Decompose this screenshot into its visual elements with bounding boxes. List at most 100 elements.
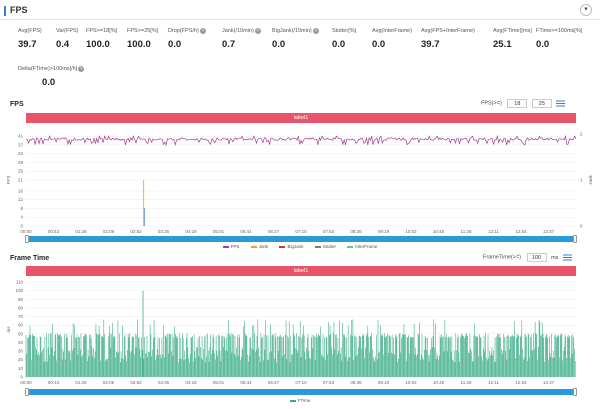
metric-label: Avg(FPS) — [18, 28, 42, 34]
x-tick-label: 03:35 — [158, 229, 170, 234]
y-tick-label: 40 — [18, 340, 24, 345]
y-tick-label: 60 — [18, 323, 24, 328]
x-tick-label: 11:28 — [461, 229, 472, 234]
metric-label: Stutter[%] — [332, 28, 357, 34]
y-tick-label: 0 — [20, 224, 23, 229]
legend-label: FTime — [297, 398, 311, 403]
metric-label: Var(FPS) — [56, 28, 79, 34]
metric-value: 0.0 — [42, 77, 56, 88]
y-tick-label: 100 — [15, 288, 23, 293]
metric-value: 100.0 — [86, 39, 110, 50]
metric-delta-ftime: Delta(FTime)>100ms[/h]? 0.0 — [18, 66, 85, 88]
fps-threshold-input-2[interactable] — [531, 99, 552, 108]
y-tick-label: 110 — [16, 280, 24, 285]
x-tick-label: 13:37 — [543, 229, 555, 234]
metrics-panel: Avg(FPS) 39.7 Var(FPS) 0.4 FPS>=18[%] 10… — [0, 28, 600, 98]
y2-tick-label: 1 — [580, 178, 583, 183]
y-tick-label: 70 — [18, 314, 24, 319]
legend-item-bigjank[interactable]: BigJank — [279, 244, 304, 249]
metric-value: 0.4 — [56, 39, 70, 50]
x-tick-label: 09:19 — [378, 380, 390, 385]
metric-label-text: Drop(FPS/h) — [168, 28, 199, 34]
help-icon[interactable]: ? — [199, 28, 206, 34]
metric-value: 100.0 — [127, 39, 151, 50]
legend-item-stutter[interactable]: Stutter — [314, 244, 337, 249]
y-tick-label: 20 — [18, 357, 24, 362]
metric-label-text: Jank(/10min) — [222, 28, 254, 34]
metric-label: FPS>=18[%] — [86, 28, 118, 34]
legend-swatch — [222, 246, 229, 248]
fps-legend: FPS Jank BigJank Stutter InterFrame — [0, 244, 600, 249]
x-tick-label: 00:43 — [48, 380, 60, 385]
fps-scrollbar[interactable] — [25, 235, 577, 243]
metric-value: 0.0 — [372, 39, 386, 50]
legend-item-fps[interactable]: FPS — [222, 244, 239, 249]
x-tick-label: 05:01 — [213, 380, 225, 385]
frametime-threshold-input[interactable] — [526, 253, 547, 262]
frametime-scroll-handle-left[interactable] — [25, 388, 29, 396]
y-axis-title: FPS — [6, 176, 11, 185]
help-icon[interactable]: ? — [254, 28, 261, 34]
frametime-scroll-handle-right[interactable] — [573, 388, 577, 396]
data-view-icon[interactable] — [562, 254, 572, 261]
x-tick-label: 07:53 — [323, 380, 335, 385]
fps-scroll-handle-left[interactable] — [25, 235, 29, 243]
metric-label: Avg(FPS+InterFrame) — [421, 28, 475, 34]
metric-stutter: Stutter[%] 0.0 — [332, 28, 356, 50]
y-tick-label: 10 — [18, 366, 24, 371]
legend-item-ftime[interactable]: FTime — [289, 398, 311, 403]
y-tick-label: 16 — [18, 188, 24, 193]
frametime-threshold-controls: FrameTime(>=) ms — [483, 253, 572, 262]
x-tick-label: 04:18 — [185, 229, 197, 234]
x-tick-label: 05:44 — [240, 229, 252, 234]
x-tick-label: 06:27 — [268, 380, 280, 385]
fps-scroll-handle-right[interactable] — [573, 235, 577, 243]
x-tick-label: 05:01 — [213, 229, 225, 234]
x-tick-label: 00:00 — [20, 380, 32, 385]
x-tick-label: 09:19 — [378, 229, 390, 234]
legend-label: Stutter — [322, 244, 337, 249]
x-tick-label: 12:54 — [515, 229, 527, 234]
x-tick-label: 02:09 — [103, 229, 115, 234]
metric-fps-25: FPS>=25[%] 100.0 — [127, 28, 158, 50]
legend-item-jank[interactable]: Jank — [250, 244, 268, 249]
x-tick-label: 10:45 — [433, 380, 445, 385]
y2-tick-label: 2 — [580, 132, 583, 137]
frametime-label-band: label1 — [26, 266, 576, 276]
metric-label: Jank(/10min)? — [222, 28, 261, 34]
metric-avg-interframe: Avg(InterFrame) 0.0 — [372, 28, 412, 50]
legend-label: BigJank — [287, 244, 304, 249]
frametime-scrollbar[interactable] — [25, 388, 577, 396]
frametime-threshold-unit: ms — [551, 254, 559, 261]
help-icon[interactable]: ? — [312, 28, 319, 34]
x-tick-label: 02:09 — [103, 380, 115, 385]
metric-label: Delta(FTime)>100ms[/h]? — [18, 66, 85, 72]
y-tick-label: 8 — [20, 206, 23, 211]
x-tick-label: 00:43 — [48, 229, 60, 234]
data-view-icon[interactable] — [556, 100, 566, 107]
legend-label: InterFrame — [355, 244, 378, 249]
y-tick-label: 80 — [18, 305, 24, 310]
metric-label-text: Delta(FTime)>100ms[/h] — [18, 66, 78, 72]
x-tick-label: 02:52 — [130, 229, 142, 234]
frametime-chart: 0 10 20 30 40 50 60 70 80 90 100 110 ms 00:00 00:43 01:… — [6, 280, 576, 385]
x-tick-label: 13:37 — [543, 380, 555, 385]
x-tick-label: 10:45 — [433, 229, 445, 234]
metric-jank: Jank(/10min)? 0.7 — [222, 28, 261, 50]
fps-series-line — [25, 134, 577, 147]
legend-swatch — [250, 246, 257, 248]
metric-drop: Drop(FPS/h)? 0.0 — [168, 28, 206, 50]
y-tick-label: 90 — [18, 297, 24, 302]
metric-value: 0.0 — [332, 39, 346, 50]
x-tick-label: 08:36 — [350, 229, 362, 234]
x-tick-label: 12:54 — [515, 380, 527, 385]
frametime-section-title: Frame Time — [10, 255, 50, 262]
x-tick-label: 06:27 — [268, 229, 280, 234]
legend-item-interframe[interactable]: InterFrame — [347, 244, 377, 249]
chevron-down-icon[interactable]: ▾ — [580, 4, 592, 16]
fps-section-title: FPS — [10, 101, 24, 108]
help-icon[interactable]: ? — [78, 66, 85, 72]
y-tick-label: 21 — [18, 178, 24, 183]
fps-threshold-input-1[interactable] — [507, 99, 528, 108]
frametime-legend: FTime — [0, 398, 600, 403]
